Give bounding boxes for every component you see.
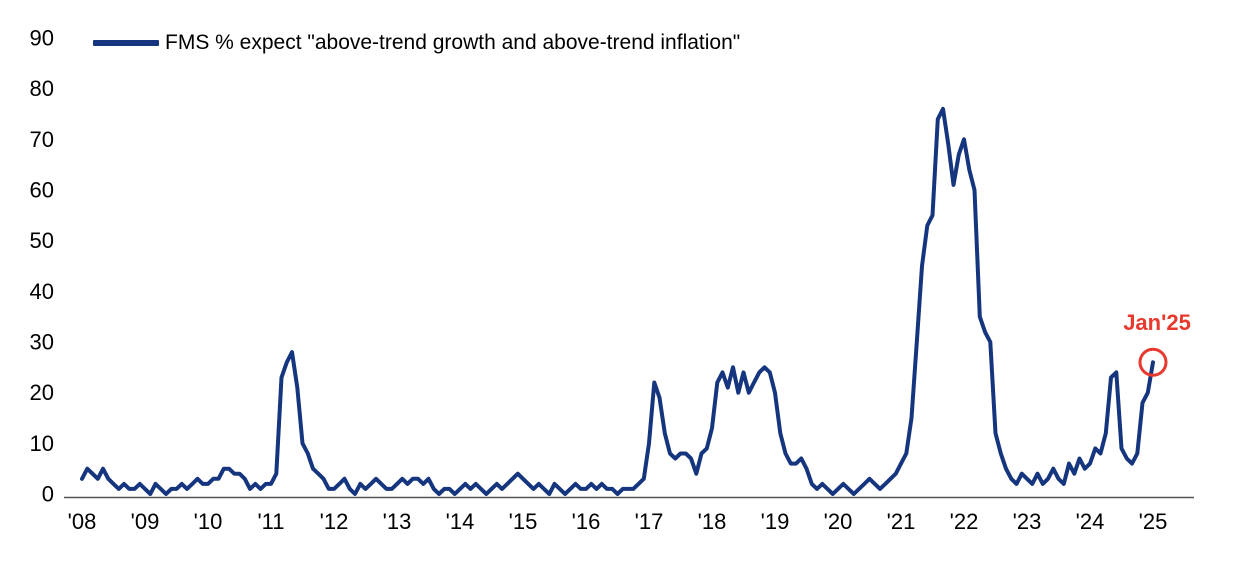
y-tick-label: 80 xyxy=(30,76,54,101)
y-tick-label: 70 xyxy=(30,127,54,152)
x-tick-label: '15 xyxy=(509,509,538,534)
legend-label: FMS % expect "above-trend growth and abo… xyxy=(165,31,741,54)
annotation-jan25-label: Jan'25 xyxy=(1123,310,1191,335)
x-tick-label: '08 xyxy=(68,509,97,534)
x-tick-label: '10 xyxy=(194,509,223,534)
x-tick-label: '18 xyxy=(698,509,727,534)
x-tick-label: '17 xyxy=(635,509,664,534)
y-tick-label: 40 xyxy=(30,279,54,304)
y-tick-label: 30 xyxy=(30,330,54,355)
x-tick-label: '09 xyxy=(131,509,160,534)
x-tick-label: '19 xyxy=(761,509,790,534)
x-tick-label: '23 xyxy=(1013,509,1042,534)
x-tick-label: '22 xyxy=(950,509,979,534)
x-tick-label: '11 xyxy=(257,509,284,534)
x-tick-label: '25 xyxy=(1139,509,1168,534)
x-tick-label: '13 xyxy=(383,509,412,534)
legend-line-swatch xyxy=(93,40,159,46)
x-tick-label: '20 xyxy=(824,509,853,534)
x-tick-label: '16 xyxy=(572,509,601,534)
x-tick-label: '21 xyxy=(887,509,916,534)
legend: FMS % expect "above-trend growth and abo… xyxy=(93,31,740,55)
y-tick-label: 20 xyxy=(30,380,54,405)
jan25-highlight-circle xyxy=(1138,347,1168,377)
x-tick-label: '14 xyxy=(446,509,475,534)
y-tick-label: 60 xyxy=(30,178,54,203)
y-tick-label: 50 xyxy=(30,228,54,253)
y-tick-label: 10 xyxy=(30,431,54,456)
x-tick-label: '24 xyxy=(1076,509,1105,534)
y-tick-label: 90 xyxy=(30,26,54,51)
fms-series-line xyxy=(80,106,1155,496)
y-tick-label: 0 xyxy=(42,482,54,507)
x-tick-label: '12 xyxy=(320,509,349,534)
